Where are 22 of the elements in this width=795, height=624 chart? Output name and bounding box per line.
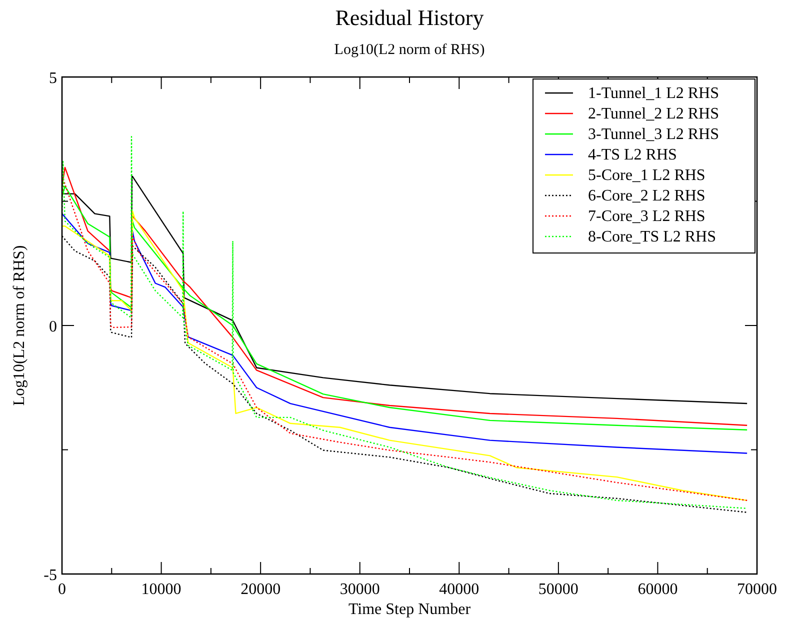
chart-subtitle: Log10(L2 norm of RHS) <box>334 42 485 58</box>
legend-label: 2-Tunnel_2 L2 RHS <box>588 106 719 122</box>
x-tick-label: 60000 <box>638 581 678 598</box>
x-tick-label: 70000 <box>737 581 777 598</box>
y-axis-title: Log10(L2 norm of RHS) <box>11 245 28 406</box>
x-axis-title: Time Step Number <box>348 601 472 618</box>
y-tick-label: 0 <box>49 318 57 336</box>
y-tick-label: 5 <box>49 70 57 87</box>
y-tick-label: -5 <box>44 567 57 584</box>
x-tick-label: 20000 <box>240 581 281 598</box>
legend-label: 6-Core_2 L2 RHS <box>588 188 706 204</box>
chart-title: Residual History <box>335 5 484 30</box>
x-tick-label: 30000 <box>340 581 380 598</box>
x-tick-label: 10000 <box>141 581 182 598</box>
legend-label: 5-Core_1 L2 RHS <box>588 167 706 184</box>
legend-label: 8-Core_TS L2 RHS <box>588 228 716 246</box>
legend-label: 3-Tunnel_3 L2 RHS <box>588 126 719 143</box>
legend-label: 1-Tunnel_1 L2 RHS <box>588 85 719 102</box>
x-tick-label: 50000 <box>538 581 578 598</box>
legend-label: 4-TS L2 RHS <box>588 146 677 164</box>
legend-label: 7-Core_3 L2 RHS <box>588 208 706 225</box>
x-tick-label: 40000 <box>439 581 480 598</box>
